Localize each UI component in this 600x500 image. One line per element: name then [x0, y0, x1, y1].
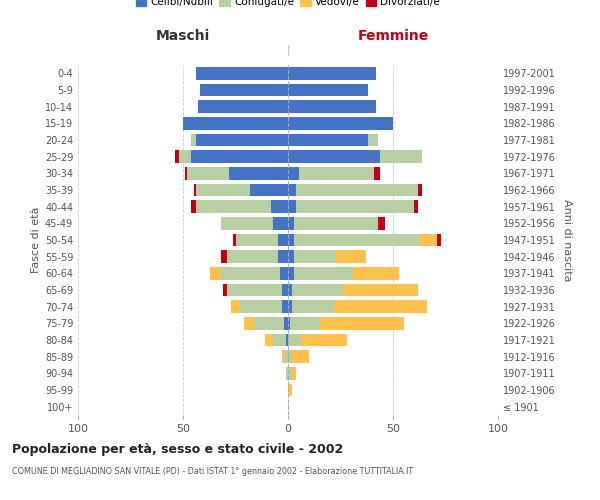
Bar — [288, 284, 292, 296]
Bar — [200, 84, 288, 96]
Bar — [288, 84, 368, 96]
Bar — [235, 234, 277, 246]
Bar — [183, 117, 288, 130]
Bar — [274, 217, 288, 230]
Bar — [343, 284, 418, 296]
Text: Maschi: Maschi — [156, 28, 210, 42]
Bar — [233, 234, 235, 246]
Bar — [227, 250, 277, 263]
Bar — [418, 184, 422, 196]
Bar — [210, 267, 221, 280]
Legend: Celibi/Nubili, Coniugati/e, Vedovi/e, Divorziati/e: Celibi/Nubili, Coniugati/e, Vedovi/e, Di… — [131, 0, 445, 12]
Text: Femmine: Femmine — [358, 28, 428, 42]
Bar — [284, 350, 288, 363]
Bar — [292, 367, 296, 380]
Bar — [196, 67, 288, 80]
Bar — [196, 184, 250, 196]
Bar — [185, 167, 187, 179]
Bar — [193, 184, 196, 196]
Bar — [288, 167, 299, 179]
Y-axis label: Fasce di età: Fasce di età — [31, 207, 41, 273]
Bar — [288, 300, 292, 313]
Bar — [292, 350, 309, 363]
Bar — [288, 117, 393, 130]
Bar — [295, 250, 337, 263]
Bar — [288, 334, 301, 346]
Bar — [288, 200, 296, 213]
Bar — [437, 234, 442, 246]
Bar — [191, 134, 196, 146]
Bar — [288, 100, 376, 113]
Bar — [265, 334, 274, 346]
Bar — [196, 134, 288, 146]
Bar — [288, 150, 380, 163]
Bar — [295, 234, 421, 246]
Text: Popolazione per età, sesso e stato civile - 2002: Popolazione per età, sesso e stato civil… — [12, 442, 343, 456]
Bar — [280, 267, 288, 280]
Bar — [286, 367, 288, 380]
Bar — [191, 150, 288, 163]
Bar — [288, 317, 290, 330]
Bar — [277, 234, 288, 246]
Bar — [295, 217, 379, 230]
Bar — [353, 267, 400, 280]
Bar — [288, 350, 292, 363]
Bar — [374, 167, 380, 179]
Bar — [223, 284, 227, 296]
Bar — [414, 200, 418, 213]
Bar — [296, 200, 414, 213]
Bar — [288, 267, 295, 280]
Bar — [175, 150, 179, 163]
Bar — [288, 184, 296, 196]
Bar — [232, 300, 240, 313]
Bar — [282, 300, 288, 313]
Bar — [284, 317, 288, 330]
Bar — [292, 284, 343, 296]
Bar — [282, 350, 284, 363]
Y-axis label: Anni di nascita: Anni di nascita — [562, 198, 572, 281]
Bar — [250, 184, 288, 196]
Bar — [320, 317, 404, 330]
Bar — [286, 334, 288, 346]
Bar — [296, 184, 418, 196]
Bar — [282, 284, 288, 296]
Bar — [334, 300, 427, 313]
Bar — [421, 234, 437, 246]
Bar — [379, 217, 385, 230]
Text: COMUNE DI MEGLIADINO SAN VITALE (PD) - Dati ISTAT 1° gennaio 2002 - Elaborazione: COMUNE DI MEGLIADINO SAN VITALE (PD) - D… — [12, 468, 413, 476]
Bar — [288, 217, 295, 230]
Bar — [227, 284, 282, 296]
Bar — [380, 150, 422, 163]
Bar — [368, 134, 379, 146]
Bar — [198, 100, 288, 113]
Bar — [337, 250, 366, 263]
Bar — [277, 250, 288, 263]
Bar — [271, 200, 288, 213]
Bar — [229, 167, 288, 179]
Bar — [288, 67, 376, 80]
Bar — [295, 267, 353, 280]
Bar — [244, 317, 254, 330]
Text: |: | — [286, 44, 290, 55]
Bar — [288, 234, 295, 246]
Bar — [290, 317, 320, 330]
Bar — [288, 134, 368, 146]
Bar — [254, 317, 284, 330]
Bar — [196, 200, 271, 213]
Bar — [299, 167, 374, 179]
Bar — [288, 250, 295, 263]
Bar — [288, 367, 292, 380]
Bar — [187, 167, 229, 179]
Bar — [221, 217, 274, 230]
Bar — [179, 150, 191, 163]
Bar — [191, 200, 196, 213]
Bar — [301, 334, 347, 346]
Bar — [292, 300, 334, 313]
Bar — [221, 267, 280, 280]
Bar — [288, 384, 292, 396]
Bar — [273, 334, 286, 346]
Bar — [240, 300, 282, 313]
Bar — [221, 250, 227, 263]
